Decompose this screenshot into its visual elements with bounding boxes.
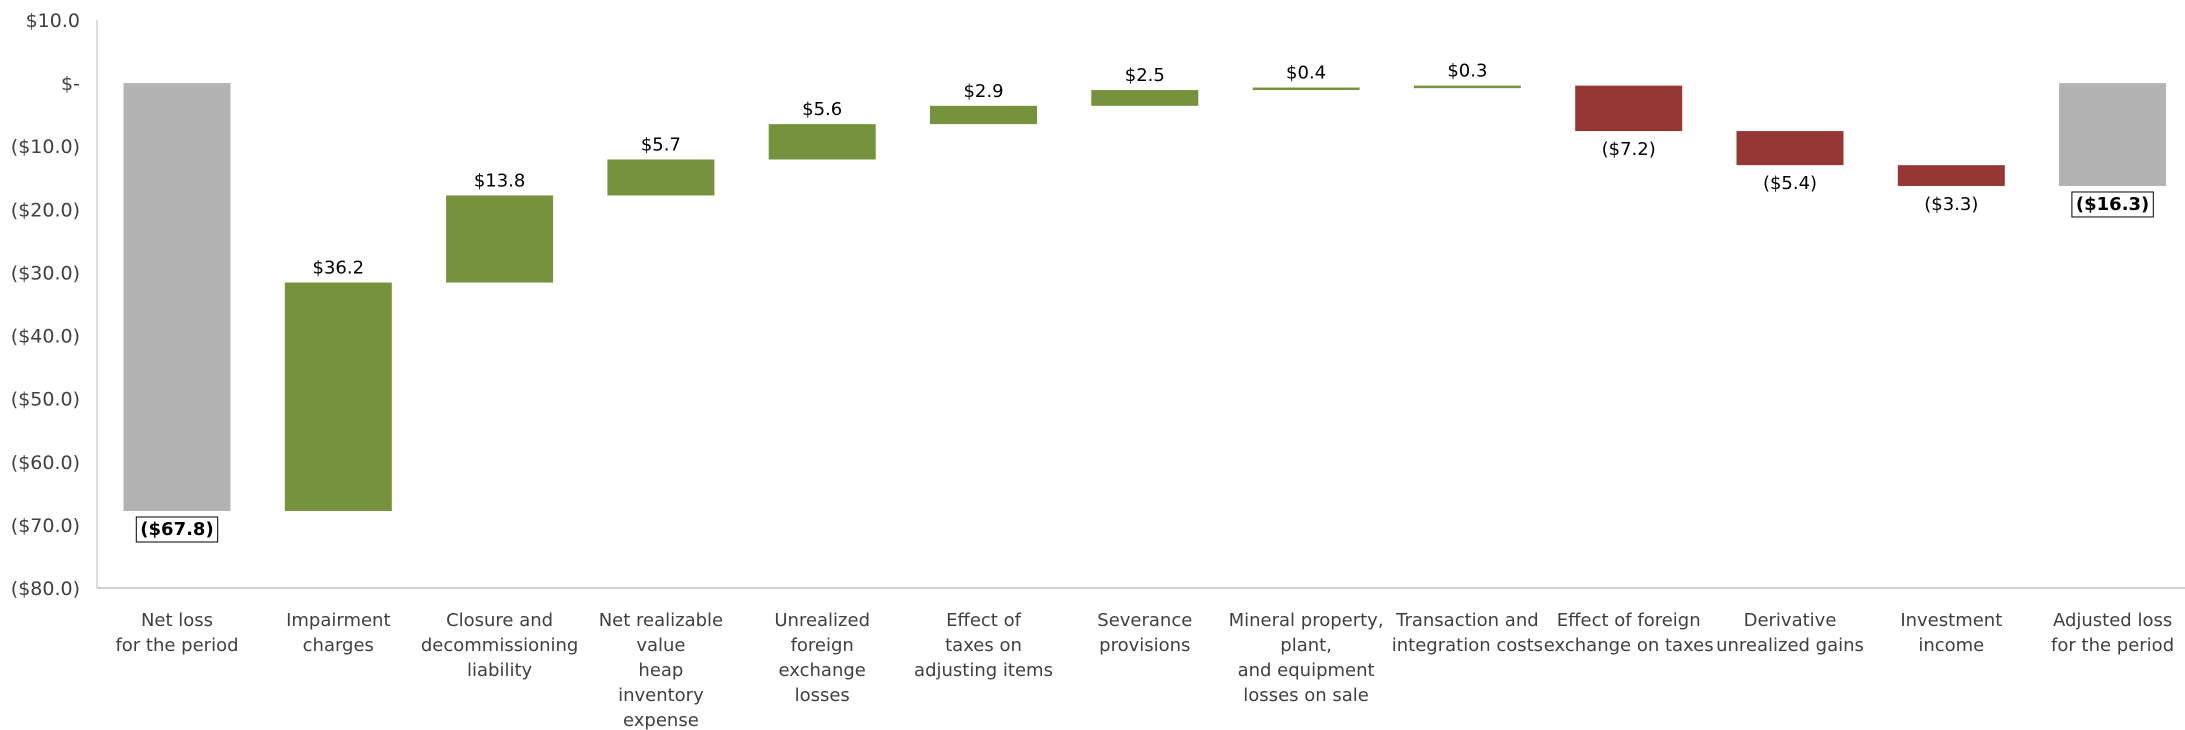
total-label-box <box>135 516 219 543</box>
total-label-box <box>2071 191 2154 218</box>
y-tick-label: ($30.0) <box>11 262 80 284</box>
category-label: income <box>1918 635 1984 656</box>
category-label: Net realizable <box>599 610 723 631</box>
category-label: charges <box>303 635 374 656</box>
decrease-bar <box>1575 85 1683 132</box>
data-label: ($16.3) <box>2076 194 2149 215</box>
y-tick-label: ($20.0) <box>11 199 80 221</box>
data-label: $5.7 <box>641 134 681 155</box>
category-label: Severance <box>1097 610 1192 631</box>
data-label: ($67.8) <box>140 519 213 540</box>
category-label: provisions <box>1099 635 1190 656</box>
category-label: Mineral property, <box>1229 610 1384 631</box>
category-label: Closure and <box>446 610 553 631</box>
data-label: $36.2 <box>313 258 365 279</box>
data-label: $5.6 <box>802 99 842 120</box>
category-label: Impairment <box>286 610 390 631</box>
increase-bar <box>1091 90 1199 106</box>
data-label: $13.8 <box>474 170 526 191</box>
category-label: adjusting items <box>914 660 1053 681</box>
decrease-bar <box>1897 165 2005 186</box>
category-label: Unrealized <box>774 610 870 631</box>
data-label: $2.5 <box>1125 65 1165 86</box>
category-label: Effect of foreign <box>1557 610 1701 631</box>
category-label: decommissioning <box>421 635 579 656</box>
category-label: exchange on taxes <box>1544 635 1714 656</box>
category-label: Adjusted loss <box>2053 610 2172 631</box>
category-label: value <box>636 635 685 656</box>
category-labels: Net loss for the period Impairment charges C… <box>115 610 2174 730</box>
y-tick-label: $- <box>61 73 80 95</box>
category-label: for the period <box>2051 635 2174 656</box>
y-tick-label: $10.0 <box>26 10 80 32</box>
category-label: Effect of <box>946 610 1022 631</box>
y-tick-label: ($10.0) <box>11 136 80 158</box>
category-label: Investment <box>1900 610 2002 631</box>
data-label: ($7.2) <box>1602 139 1656 160</box>
increase-bar <box>1413 85 1521 89</box>
category-label: Derivative <box>1744 610 1837 631</box>
category-label: Net loss <box>141 610 213 631</box>
bars <box>123 83 2167 512</box>
data-label: ($3.3) <box>1924 194 1978 215</box>
total-bar <box>2059 83 2167 186</box>
increase-bar <box>768 124 876 160</box>
data-label: $0.4 <box>1286 63 1326 84</box>
data-label: $2.9 <box>963 81 1003 102</box>
data-label: $0.3 <box>1447 61 1487 82</box>
category-label: plant, <box>1280 635 1332 656</box>
category-label: Transaction and <box>1395 610 1539 631</box>
category-label: integration costs <box>1392 635 1543 656</box>
increase-bar <box>1252 87 1360 91</box>
category-label: liability <box>467 660 533 681</box>
data-labels: ($67.8) $36.2 $13.8 $5.7 $5.6 $2.9 $2.5 $0.4 $0.… <box>135 61 2154 543</box>
decrease-bar <box>1736 131 1844 166</box>
category-label: losses on sale <box>1243 685 1369 706</box>
category-label: unrealized gains <box>1716 635 1864 656</box>
category-label: heap <box>638 660 683 681</box>
category-label: and equipment <box>1238 660 1375 681</box>
category-label: taxes on <box>945 635 1022 656</box>
increase-bar <box>607 159 715 196</box>
y-tick-label: ($80.0) <box>11 578 80 600</box>
increase-bar <box>930 105 1037 125</box>
y-axis-ticks: $10.0 $- ($10.0) ($20.0) ($30.0) ($40.0) ($50.… <box>11 10 80 600</box>
y-tick-label: ($50.0) <box>11 389 80 411</box>
increase-bar <box>446 195 554 283</box>
total-bar <box>123 83 231 512</box>
y-tick-label: ($40.0) <box>11 326 80 348</box>
y-tick-label: ($60.0) <box>11 452 80 474</box>
category-label: losses <box>795 685 850 706</box>
increase-bar <box>284 282 392 512</box>
category-label: foreign <box>791 635 854 656</box>
category-label: for the period <box>115 635 238 656</box>
category-label: expense <box>623 710 699 730</box>
category-label: exchange <box>779 660 866 681</box>
category-label: inventory <box>618 685 704 706</box>
y-tick-label: ($70.0) <box>11 515 80 537</box>
data-label: ($5.4) <box>1763 173 1817 194</box>
